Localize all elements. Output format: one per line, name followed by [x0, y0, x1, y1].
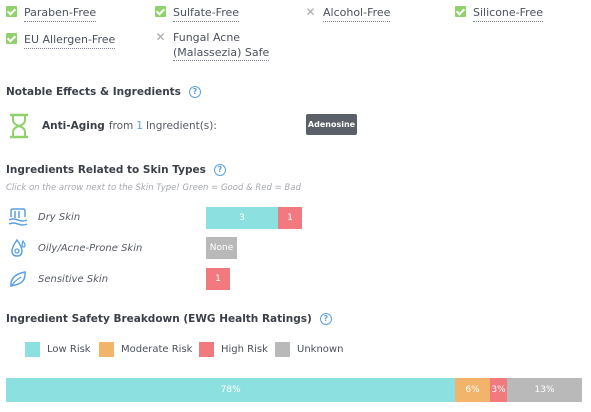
fungal-acne-safe-item: ✕ Fungal Acne (Malassezia) Safe — [155, 30, 270, 61]
ewg-heading: Ingredient Safety Breakdown (EWG Health … — [6, 313, 332, 325]
paraben-free-label[interactable]: Paraben-Free — [24, 5, 97, 22]
legend-high-risk: High Risk — [199, 342, 268, 357]
skin-row-sensitive[interactable]: Sensitive Skin — [8, 269, 108, 289]
effect-name: Anti-Aging — [42, 120, 105, 132]
check-icon — [6, 33, 17, 44]
sensitive-skin-icon — [10, 271, 26, 287]
silicone-free-label[interactable]: Silicone-Free — [473, 5, 543, 22]
ewg-low-risk-segment[interactable]: 78% — [6, 378, 456, 402]
silicone-free-item: Silicone-Free — [455, 5, 543, 22]
alcohol-free-label[interactable]: Alcohol-Free — [323, 5, 391, 22]
help-icon[interactable]: ? — [319, 313, 332, 325]
eu-allergen-free-label[interactable]: EU Allergen-Free — [24, 32, 116, 49]
hourglass-icon — [10, 113, 28, 139]
oily-skin-icon — [11, 238, 26, 257]
eu-allergen-free-item: EU Allergen-Free — [6, 32, 116, 49]
legend-low-risk: Low Risk — [25, 342, 91, 357]
effect-from-text: from — [108, 120, 134, 132]
legend-unknown: Unknown — [275, 342, 343, 357]
effect-suffix: Ingredient(s): — [145, 120, 217, 132]
oily-skin-none-bar[interactable]: None — [206, 237, 237, 259]
paraben-free-item: Paraben-Free — [6, 5, 97, 22]
dry-skin-bad-bar[interactable]: 1 — [278, 207, 302, 229]
skin-types-heading: Ingredients Related to Skin Types ? — [6, 164, 226, 176]
skin-row-oily[interactable]: Oily/Acne-Prone Skin — [8, 238, 142, 258]
cross-icon: ✕ — [305, 5, 316, 19]
dry-skin-icon — [8, 208, 28, 226]
ewg-breakdown-bar: 78% 6% 3% 13% — [6, 378, 582, 402]
legend-swatch — [199, 342, 214, 357]
legend-swatch — [25, 342, 40, 357]
skin-type-label: Dry Skin — [38, 211, 81, 223]
sulfate-free-label[interactable]: Sulfate-Free — [173, 5, 240, 22]
dry-skin-good-bar[interactable]: 3 — [206, 207, 278, 229]
ingredient-badge-adenosine[interactable]: Adenosine — [306, 114, 357, 135]
sensitive-skin-bad-bar[interactable]: 1 — [206, 268, 230, 290]
sulfate-free-item: Sulfate-Free — [155, 5, 240, 22]
skin-row-dry[interactable]: Dry Skin — [8, 207, 80, 227]
alcohol-free-item: ✕ Alcohol-Free — [305, 5, 391, 22]
legend-swatch — [99, 342, 114, 357]
fungal-acne-safe-label[interactable]: Fungal Acne (Malassezia) Safe — [173, 31, 270, 61]
check-icon — [6, 6, 17, 17]
notable-effects-heading: Notable Effects & Ingredients ? — [6, 86, 201, 98]
skin-type-label: Oily/Acne-Prone Skin — [38, 242, 143, 254]
check-icon — [155, 6, 166, 17]
skin-types-hint: Click on the arrow next to the Skin Type… — [6, 183, 301, 193]
legend-swatch — [275, 342, 290, 357]
help-icon[interactable]: ? — [213, 164, 226, 176]
anti-aging-effect: Anti-Aging from 1 Ingredient(s): — [8, 113, 217, 139]
check-icon — [455, 6, 466, 17]
ewg-moderate-risk-segment[interactable]: 6% — [455, 378, 490, 402]
help-icon[interactable]: ? — [188, 86, 201, 98]
ewg-high-risk-segment[interactable]: 3% — [489, 378, 508, 402]
cross-icon: ✕ — [155, 30, 166, 44]
effect-count[interactable]: 1 — [136, 120, 143, 132]
ewg-unknown-segment[interactable]: 13% — [507, 378, 582, 402]
legend-moderate-risk: Moderate Risk — [99, 342, 192, 357]
skin-type-label: Sensitive Skin — [38, 273, 109, 285]
